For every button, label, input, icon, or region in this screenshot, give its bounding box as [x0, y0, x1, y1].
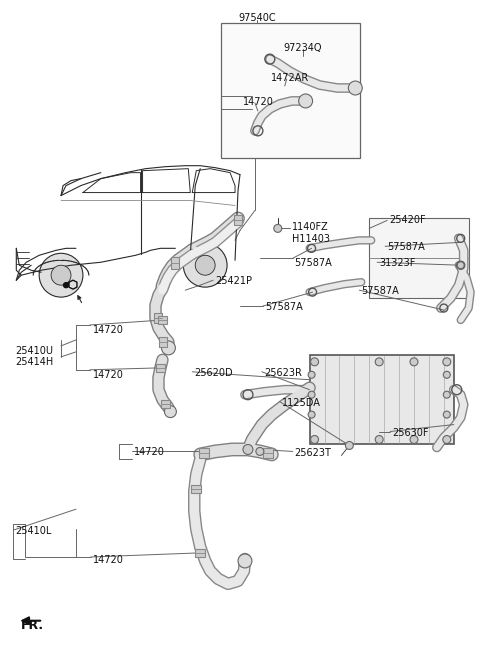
Text: 1472AR: 1472AR — [271, 73, 309, 83]
Circle shape — [444, 411, 450, 418]
Circle shape — [375, 435, 383, 444]
Bar — [171, 257, 180, 269]
Circle shape — [311, 435, 319, 444]
Text: 14720: 14720 — [242, 97, 273, 107]
Circle shape — [308, 391, 315, 398]
Bar — [310, 355, 454, 444]
Text: 1125DA: 1125DA — [282, 398, 321, 408]
Text: 14720: 14720 — [93, 370, 124, 380]
Bar — [158, 316, 167, 324]
Circle shape — [308, 411, 315, 418]
Circle shape — [39, 253, 83, 297]
Text: 57587A: 57587A — [265, 302, 302, 312]
Circle shape — [346, 441, 353, 450]
Circle shape — [299, 94, 312, 108]
Circle shape — [308, 371, 315, 379]
Text: 25410U: 25410U — [15, 346, 53, 356]
Bar — [221, 23, 360, 158]
Circle shape — [444, 371, 450, 379]
Circle shape — [51, 266, 71, 285]
Text: 97234Q: 97234Q — [283, 43, 322, 53]
Circle shape — [410, 435, 418, 444]
Text: 1140FZ: 1140FZ — [292, 222, 328, 233]
Circle shape — [161, 341, 175, 355]
Bar — [156, 364, 165, 372]
Bar — [263, 448, 273, 459]
Bar — [234, 216, 242, 225]
Circle shape — [63, 283, 69, 287]
Text: 25410L: 25410L — [15, 526, 52, 536]
Circle shape — [457, 262, 464, 269]
Circle shape — [165, 406, 176, 417]
Text: 14720: 14720 — [133, 448, 165, 457]
Bar — [192, 485, 201, 494]
Bar — [159, 337, 168, 347]
Text: 31323F: 31323F — [379, 258, 416, 268]
Bar — [199, 448, 209, 459]
Text: 25421P: 25421P — [215, 276, 252, 286]
Circle shape — [311, 358, 319, 366]
Text: 57587A: 57587A — [361, 286, 399, 296]
Text: 25414H: 25414H — [15, 357, 54, 367]
Text: H11403: H11403 — [292, 234, 330, 244]
Circle shape — [410, 358, 418, 366]
Text: 57587A: 57587A — [295, 258, 333, 268]
Circle shape — [375, 358, 383, 366]
Circle shape — [195, 255, 215, 275]
Text: FR.: FR. — [21, 619, 44, 632]
Circle shape — [443, 358, 451, 366]
Text: 97540C: 97540C — [238, 14, 276, 23]
Bar — [369, 218, 468, 298]
Text: 25623T: 25623T — [295, 448, 332, 459]
Bar — [195, 549, 205, 557]
Circle shape — [183, 244, 227, 287]
Circle shape — [274, 224, 282, 233]
Text: 14720: 14720 — [93, 555, 124, 565]
Circle shape — [256, 448, 264, 455]
Text: 57587A: 57587A — [387, 242, 425, 253]
Circle shape — [238, 554, 252, 568]
Text: 25630F: 25630F — [392, 428, 429, 437]
Text: 25420F: 25420F — [389, 216, 426, 225]
Circle shape — [243, 444, 253, 454]
Bar — [155, 313, 162, 323]
Text: 25620D: 25620D — [194, 368, 233, 378]
Text: 25623R: 25623R — [264, 368, 302, 378]
Circle shape — [348, 81, 362, 95]
Text: 14720: 14720 — [93, 325, 124, 335]
Bar — [161, 400, 170, 408]
Circle shape — [444, 391, 450, 398]
Circle shape — [443, 435, 451, 444]
